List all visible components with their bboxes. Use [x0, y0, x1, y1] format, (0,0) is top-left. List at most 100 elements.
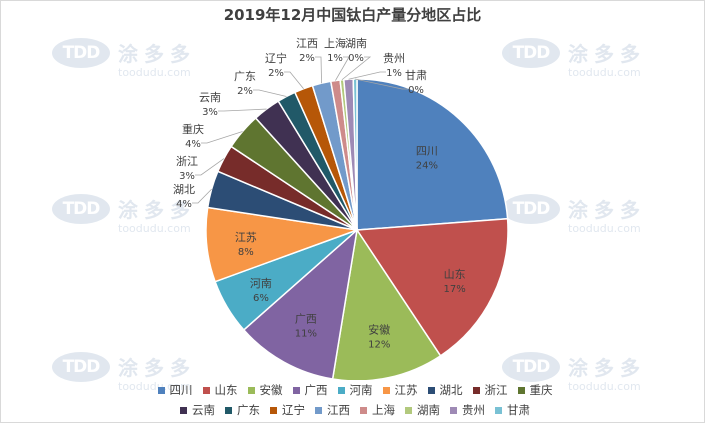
legend-swatch — [202, 386, 210, 394]
legend-item[interactable]: 山东 — [202, 380, 238, 400]
legend: 四川 山东 安徽 广西 河南 江苏 湖北 浙江 重庆云南 广东 辽宁 江西 上海 湖南 贵州 甘肃 — [120, 380, 590, 420]
legend-swatch — [405, 406, 412, 414]
slice-percent-label: 24% — [416, 161, 438, 172]
pie-slice-4 — [242, 228, 359, 380]
legend-swatch — [180, 406, 187, 414]
legend-item[interactable]: 辽宁 — [270, 400, 305, 420]
legend-label: 安徽 — [259, 383, 283, 397]
legend-label: 河南 — [349, 383, 373, 397]
slice-percent-label: 2% — [299, 53, 315, 64]
slice-name-label: 河南 — [250, 277, 272, 290]
legend-label: 广西 — [304, 383, 328, 397]
leader-line-12 — [284, 71, 304, 90]
slice-name-label: 云南 — [199, 91, 221, 104]
watermark: TDD 涂多多 toodudu.com — [52, 350, 212, 396]
watermark-name: 涂多多 — [568, 42, 646, 66]
leader-line-16 — [348, 71, 386, 80]
slice-name-label: 重庆 — [182, 122, 204, 136]
slice-name-label: 贵州 — [383, 52, 405, 65]
legend-row: 四川 山东 安徽 广西 河南 江苏 湖北 浙江 重庆 — [120, 380, 590, 400]
slice-percent-label: 0% — [348, 53, 364, 64]
pie-slices — [205, 78, 509, 380]
watermark: TDD 涂多多 toodudu.com — [52, 36, 212, 82]
slice-percent-label: 11% — [295, 329, 317, 340]
watermark: TDD 涂多多 toodudu.com — [502, 192, 662, 238]
legend-item[interactable]: 上海 — [360, 400, 395, 420]
pie-slice-3 — [331, 227, 442, 380]
leader-line-11 — [253, 89, 287, 97]
legend-swatch — [337, 386, 345, 394]
watermark-name: 涂多多 — [568, 356, 646, 380]
legend-item[interactable]: 广东 — [225, 400, 260, 420]
slice-name-label: 广西 — [295, 313, 317, 326]
legend-item[interactable]: 重庆 — [517, 380, 553, 400]
leader-line-8 — [195, 158, 225, 176]
slice-percent-label: 17% — [444, 284, 466, 295]
legend-item[interactable]: 河南 — [337, 380, 373, 400]
legend-item[interactable]: 四川 — [157, 380, 193, 400]
legend-label: 辽宁 — [282, 403, 305, 417]
leader-line-14 — [335, 56, 350, 81]
legend-swatch — [270, 406, 277, 414]
watermark-logo: TDD — [52, 38, 110, 68]
slice-percent-label: 12% — [368, 339, 390, 350]
legend-label: 广东 — [237, 403, 260, 417]
legend-label: 重庆 — [529, 383, 553, 397]
legend-swatch — [225, 406, 232, 414]
legend-item[interactable]: 广西 — [292, 380, 328, 400]
watermark-logo: TDD — [502, 352, 560, 382]
watermark: TDD 涂多多 toodudu.com — [502, 36, 662, 82]
legend-label: 甘肃 — [507, 403, 530, 417]
pie-slice-2 — [355, 217, 509, 357]
slice-name-label: 浙江 — [176, 155, 198, 168]
slice-percent-label: 2% — [237, 86, 253, 97]
chart-title: 2019年12月中国钛白产量分地区占比 — [223, 6, 482, 24]
slice-percent-label: 2% — [268, 68, 284, 79]
slice-percent-label: 3% — [202, 107, 218, 118]
leader-lines — [192, 56, 408, 204]
legend-swatch — [472, 386, 480, 394]
slice-percent-label: 3% — [179, 171, 195, 182]
legend-label: 贵州 — [462, 403, 485, 417]
watermark-url: toodudu.com — [568, 380, 641, 393]
watermark-logo: TDD — [502, 38, 560, 68]
slice-percent-label: 1% — [386, 68, 402, 79]
legend-swatch — [517, 386, 525, 394]
legend-item[interactable]: 江西 — [315, 400, 350, 420]
watermark-logo: TDD — [52, 352, 110, 382]
watermark-name: 涂多多 — [568, 198, 646, 222]
legend-swatch — [360, 406, 367, 414]
legend-label: 四川 — [169, 383, 193, 397]
slice-name-label: 江西 — [296, 37, 318, 50]
legend-label: 江苏 — [394, 383, 418, 397]
pie-chart: 四川 24% 山东 17% 安徽 12% 广西 11% 河南 6% 江苏 8% 湖北 4% 浙江 3% 重庆 4%… — [173, 36, 509, 380]
slice-percent-label: 4% — [176, 199, 192, 210]
legend-item[interactable]: 安徽 — [247, 380, 283, 400]
legend-label: 浙江 — [484, 383, 508, 397]
legend-item[interactable]: 浙江 — [472, 380, 508, 400]
legend-swatch — [292, 386, 300, 394]
slice-name-label: 湖南 — [345, 37, 367, 50]
watermark-url: toodudu.com — [118, 222, 191, 235]
legend-item[interactable]: 甘肃 — [495, 400, 530, 420]
legend-swatch — [157, 386, 165, 394]
legend-swatch — [247, 386, 255, 394]
legend-swatch — [427, 386, 435, 394]
slice-percent-label: 8% — [238, 247, 254, 258]
slice-name-label: 山东 — [444, 268, 466, 281]
watermark-url: toodudu.com — [118, 66, 191, 79]
legend-item[interactable]: 江苏 — [382, 380, 418, 400]
legend-item[interactable]: 云南 — [180, 400, 215, 420]
legend-swatch — [382, 386, 390, 394]
legend-item[interactable]: 湖北 — [427, 380, 463, 400]
slice-percent-label: 6% — [253, 293, 269, 304]
legend-label: 江西 — [327, 403, 350, 417]
legend-item[interactable]: 贵州 — [450, 400, 485, 420]
slice-name-label: 上海 — [324, 36, 346, 50]
legend-item[interactable]: 湖南 — [405, 400, 440, 420]
data-labels: 四川 24% 山东 17% 安徽 12% 广西 11% 河南 6% 江苏 8% 湖北 4% 浙江 3% 重庆 4%… — [173, 36, 466, 350]
legend-label: 云南 — [192, 403, 215, 417]
legend-swatch — [450, 406, 457, 414]
leader-line-9 — [201, 131, 243, 144]
watermark-url: toodudu.com — [568, 66, 641, 79]
